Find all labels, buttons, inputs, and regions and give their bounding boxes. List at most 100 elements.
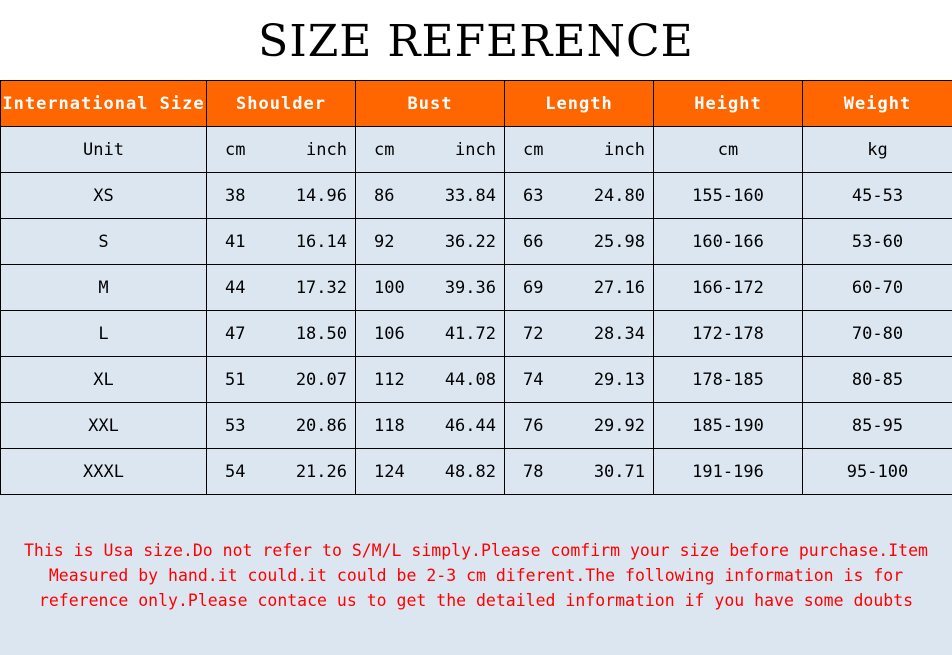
length-cell: 66 25.98	[504, 218, 654, 265]
shoulder-cell: 47 18.50	[206, 310, 356, 357]
length-cell: 78 30.71	[504, 448, 654, 495]
size-table: International Size Shoulder Bust Length …	[0, 80, 952, 495]
header-height: Height	[653, 80, 803, 127]
page-title: SIZE REFERENCE	[258, 16, 694, 67]
height-cell: 191-196	[653, 448, 803, 495]
header-length: Length	[504, 80, 654, 127]
unit-cm: cm	[225, 139, 246, 160]
size-cell: XXL	[0, 402, 207, 449]
shoulder-cell: 44 17.32	[206, 264, 356, 311]
weight-cell: 95-100	[802, 448, 952, 495]
shoulder-cm-value: 47	[225, 323, 246, 344]
shoulder-cell: 54 21.26	[206, 448, 356, 495]
size-row: S 41 16.14 92 36.22 66 25.98 160-166 53-60	[0, 218, 952, 265]
bust-cell: 86 33.84	[355, 172, 505, 219]
bust-inch-value: 46.44	[444, 415, 496, 436]
length-cm-value: 76	[523, 415, 544, 436]
shoulder-units: cm inch	[206, 126, 356, 173]
bust-cm-value: 124	[374, 461, 405, 482]
length-cell: 74 29.13	[504, 356, 654, 403]
size-cell: XS	[0, 172, 207, 219]
shoulder-cell: 38 14.96	[206, 172, 356, 219]
length-cell: 72 28.34	[504, 310, 654, 357]
length-inch-value: 29.13	[593, 369, 645, 390]
height-cell: 178-185	[653, 356, 803, 403]
shoulder-cell: 53 20.86	[206, 402, 356, 449]
unit-cm: cm	[523, 139, 544, 160]
size-cell: M	[0, 264, 207, 311]
size-cell: XL	[0, 356, 207, 403]
weight-cell: 45-53	[802, 172, 952, 219]
weight-cell: 70-80	[802, 310, 952, 357]
unit-inch: inch	[306, 139, 347, 160]
weight-unit: kg	[802, 126, 952, 173]
size-row: XXL 53 20.86 118 46.44 76 29.92 185-190 85-95	[0, 402, 952, 449]
bust-cm-value: 118	[374, 415, 405, 436]
disclaimer-note: This is Usa size.Do not refer to S/M/L s…	[0, 538, 952, 613]
shoulder-inch-value: 18.50	[295, 323, 347, 344]
header-international-size: International Size	[0, 80, 207, 127]
weight-cell: 85-95	[802, 402, 952, 449]
bust-inch-value: 44.08	[444, 369, 496, 390]
length-cell: 76 29.92	[504, 402, 654, 449]
note-line: Measured by hand.it could.it could be 2-…	[48, 566, 904, 585]
size-row: L 47 18.50 106 41.72 72 28.34 172-178 70-80	[0, 310, 952, 357]
bust-cm-value: 112	[374, 369, 405, 390]
size-row: M 44 17.32 100 39.36 69 27.16 166-172 60-70	[0, 264, 952, 311]
shoulder-cm-value: 51	[225, 369, 246, 390]
height-cell: 155-160	[653, 172, 803, 219]
shoulder-inch-value: 14.96	[295, 185, 347, 206]
shoulder-inch-value: 17.32	[295, 277, 347, 298]
length-cm-value: 74	[523, 369, 544, 390]
bust-inch-value: 41.72	[444, 323, 496, 344]
length-inch-value: 27.16	[593, 277, 645, 298]
bust-cm-value: 100	[374, 277, 405, 298]
bust-cell: 118 46.44	[355, 402, 505, 449]
shoulder-cm-value: 44	[225, 277, 246, 298]
size-cell: S	[0, 218, 207, 265]
size-row: XXXL 54 21.26 124 48.82 78 30.71 191-196 95-100	[0, 448, 952, 495]
length-cm-value: 72	[523, 323, 544, 344]
bust-inch-value: 36.22	[444, 231, 496, 252]
note-line: reference only.Please contace us to get …	[38, 591, 914, 610]
weight-cell: 60-70	[802, 264, 952, 311]
bust-inch-value: 33.84	[444, 185, 496, 206]
size-cell: XXXL	[0, 448, 207, 495]
weight-cell: 80-85	[802, 356, 952, 403]
bust-inch-value: 48.82	[444, 461, 496, 482]
bust-cm-value: 92	[374, 231, 395, 252]
bust-cell: 124 48.82	[355, 448, 505, 495]
length-inch-value: 24.80	[593, 185, 645, 206]
length-units: cm inch	[504, 126, 654, 173]
height-cell: 160-166	[653, 218, 803, 265]
length-cm-value: 69	[523, 277, 544, 298]
length-cell: 69 27.16	[504, 264, 654, 311]
height-unit: cm	[653, 126, 803, 173]
note-line: This is Usa size.Do not refer to S/M/L s…	[24, 541, 928, 560]
bust-cell: 92 36.22	[355, 218, 505, 265]
shoulder-cm-value: 53	[225, 415, 246, 436]
shoulder-cm-value: 38	[225, 185, 246, 206]
unit-cm: cm	[374, 139, 395, 160]
bust-cm-value: 86	[374, 185, 395, 206]
bust-cell: 112 44.08	[355, 356, 505, 403]
header-weight: Weight	[802, 80, 952, 127]
bust-units: cm inch	[355, 126, 505, 173]
bust-inch-value: 39.36	[444, 277, 496, 298]
size-row: XL 51 20.07 112 44.08 74 29.13 178-185 80-85	[0, 356, 952, 403]
shoulder-cell: 41 16.14	[206, 218, 356, 265]
length-inch-value: 28.34	[593, 323, 645, 344]
unit-inch: inch	[455, 139, 496, 160]
size-cell: L	[0, 310, 207, 357]
length-cm-value: 78	[523, 461, 544, 482]
size-row: XS 38 14.96 86 33.84 63 24.80 155-160 45-53	[0, 172, 952, 219]
length-cell: 63 24.80	[504, 172, 654, 219]
header-bust: Bust	[355, 80, 505, 127]
unit-inch: inch	[604, 139, 645, 160]
weight-cell: 53-60	[802, 218, 952, 265]
bust-cell: 106 41.72	[355, 310, 505, 357]
length-cm-value: 66	[523, 231, 544, 252]
length-inch-value: 25.98	[593, 231, 645, 252]
length-inch-value: 30.71	[593, 461, 645, 482]
shoulder-inch-value: 20.07	[295, 369, 347, 390]
